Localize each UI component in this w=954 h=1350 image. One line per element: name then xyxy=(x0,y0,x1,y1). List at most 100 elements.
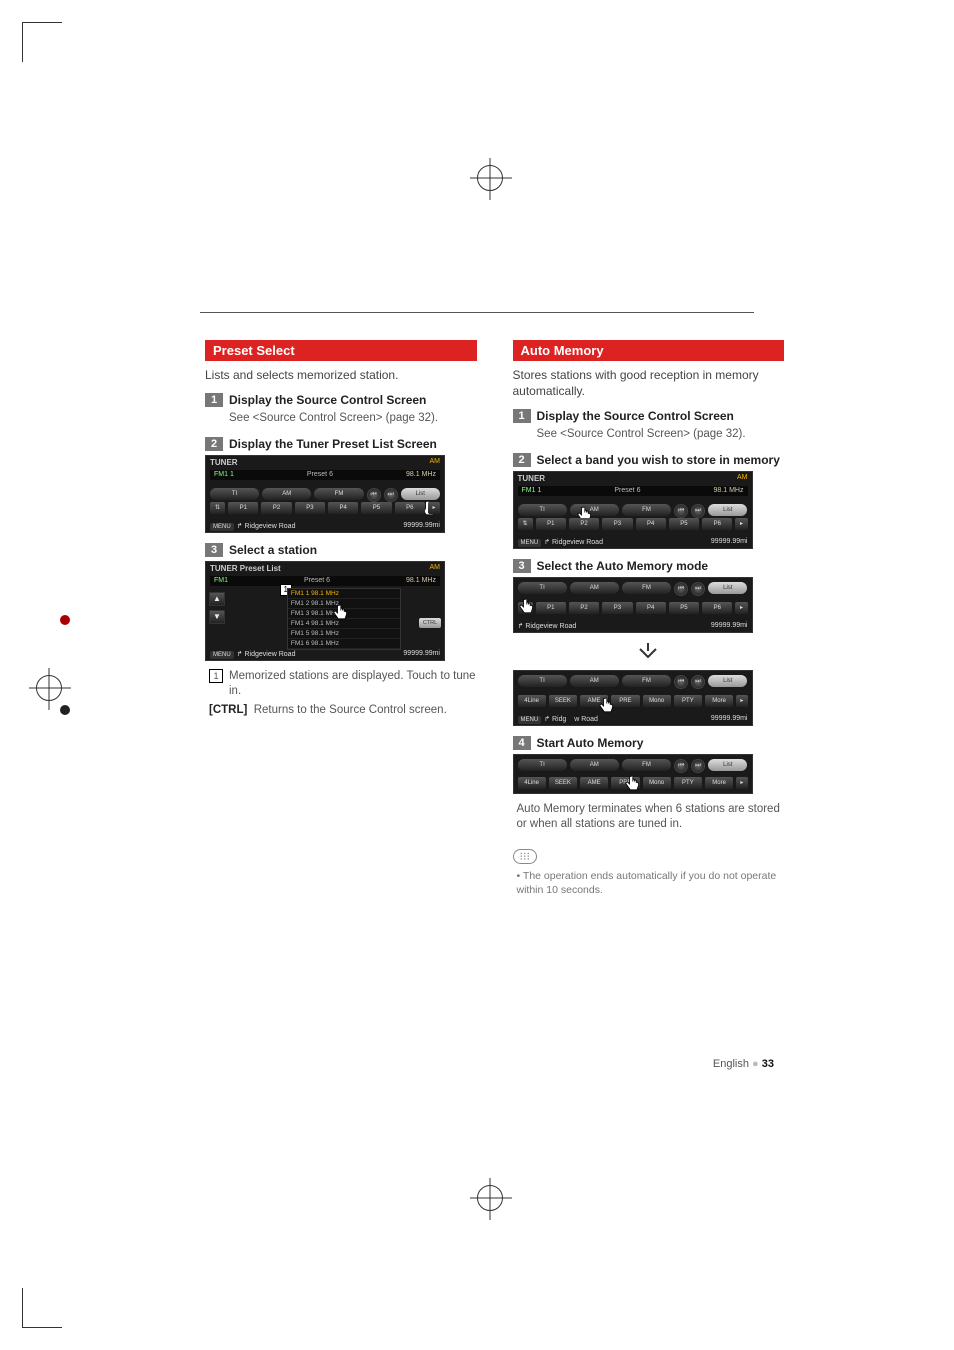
sss-arrow[interactable]: ▸ xyxy=(736,777,747,789)
ssb-amicon: AM xyxy=(737,474,748,481)
ss-btn-prev[interactable]: ⏮ xyxy=(367,488,381,502)
ss-btn-more[interactable]: ▸ xyxy=(428,502,440,514)
ss-btn-p2[interactable]: P2 xyxy=(261,502,291,514)
sss-am[interactable]: AM xyxy=(570,759,619,771)
ssmb-arrow[interactable]: ▸ xyxy=(736,695,747,707)
ssmb-bar-p: 4Line SEEK AME PRE Mono PTY More ▸ xyxy=(518,695,748,707)
ssma-p2[interactable]: P2 xyxy=(569,602,599,614)
sss-4line[interactable]: 4Line xyxy=(518,777,546,789)
footer-dot: ● xyxy=(752,1058,762,1070)
ss-btn-ti[interactable]: TI xyxy=(210,488,259,500)
legend-text: Memorized stations are displayed. Touch … xyxy=(229,669,477,700)
ss-btn-p1[interactable]: P1 xyxy=(228,502,258,514)
ssb-updown[interactable]: ⇅ xyxy=(518,518,533,530)
ssb-p6[interactable]: P6 xyxy=(702,518,732,530)
right-column: Auto Memory Stores stations with good re… xyxy=(513,340,785,897)
ss-arrow-down[interactable]: ▼ xyxy=(209,610,225,624)
ss-list-bottom: MENU↱ Ridgeview Road 99999.99mi xyxy=(210,650,440,658)
rstep-4-num: 4 xyxy=(513,736,531,750)
ss-btn-p5[interactable]: P5 xyxy=(361,502,391,514)
ss-btn-menu[interactable]: MENU xyxy=(210,651,234,659)
ssb-fmb[interactable]: FM xyxy=(622,504,671,516)
ss-btn-fm[interactable]: FM xyxy=(314,488,363,500)
section-head-preset: Preset Select xyxy=(205,340,477,361)
ssma-more[interactable]: ▸ xyxy=(735,602,747,614)
ctrl-line: [CTRL] Returns to the Source Control scr… xyxy=(209,704,477,716)
ssmb-roadpost: w Road xyxy=(574,716,598,723)
sss-pty[interactable]: PTY xyxy=(674,777,702,789)
ssb-more[interactable]: ▸ xyxy=(735,518,747,530)
ss-btn-p4[interactable]: P4 xyxy=(328,502,358,514)
ss-btn-am[interactable]: AM xyxy=(262,488,311,500)
ssmb-4line[interactable]: 4Line xyxy=(518,695,546,707)
ssmb-prev[interactable]: ⏮ xyxy=(674,675,688,689)
ssma-list[interactable]: List xyxy=(708,582,747,594)
ss-btn-menu[interactable]: MENU xyxy=(210,523,234,531)
list-row[interactable]: FM1 6 98.1 MHz xyxy=(288,639,400,649)
ssb-p3[interactable]: P3 xyxy=(602,518,632,530)
ssmb-pty[interactable]: PTY xyxy=(674,695,702,707)
ssma-p4[interactable]: P4 xyxy=(636,602,666,614)
ssma-bar-top: TI AM FM ⏮ ⏭ List xyxy=(518,582,748,596)
ssb-prev[interactable]: ⏮ xyxy=(674,504,688,518)
ssb-p2[interactable]: P2 xyxy=(569,518,599,530)
sss-fm[interactable]: FM xyxy=(622,759,671,771)
ssma-p6[interactable]: P6 xyxy=(702,602,732,614)
ssb-p5[interactable]: P5 xyxy=(669,518,699,530)
ssb-p4[interactable]: P4 xyxy=(636,518,666,530)
ssmb-ti[interactable]: TI xyxy=(518,675,567,687)
ss-btn-updown[interactable]: ⇅ xyxy=(210,502,225,514)
sss-more[interactable]: More xyxy=(705,777,733,789)
list-row[interactable]: FM1 1 98.1 MHz xyxy=(288,589,400,599)
ssma-next[interactable]: ⏭ xyxy=(691,582,705,596)
ssb-menu[interactable]: MENU xyxy=(518,539,542,547)
rstep-3: 3 Select the Auto Memory mode xyxy=(513,559,785,573)
rstep-1: 1 Display the Source Control Screen xyxy=(513,409,785,423)
ssma-p1[interactable]: P1 xyxy=(536,602,566,614)
ssma-prev[interactable]: ⏮ xyxy=(674,582,688,596)
step-1: 1 Display the Source Control Screen xyxy=(205,393,477,407)
bleed-dot-black xyxy=(60,705,70,715)
list-row[interactable]: FM1 5 98.1 MHz xyxy=(288,629,400,639)
ss-list-fm: FM1 xyxy=(214,577,228,584)
ssb-next[interactable]: ⏭ xyxy=(691,504,705,518)
ssb-list[interactable]: List xyxy=(708,504,747,516)
ss-arrow-up[interactable]: ▲ xyxy=(209,592,225,606)
ssmb-menu[interactable]: MENU xyxy=(518,716,542,724)
ssmb-fm[interactable]: FM xyxy=(622,675,671,687)
sss-ti[interactable]: TI xyxy=(518,759,567,771)
ssma-am[interactable]: AM xyxy=(570,582,619,594)
touch-hand-icon xyxy=(330,602,350,624)
ss-road: Ridgeview Road xyxy=(244,523,295,530)
ssma-p3[interactable]: P3 xyxy=(602,602,632,614)
ssmb-seek[interactable]: SEEK xyxy=(549,695,577,707)
sss-ame[interactable]: AME xyxy=(580,777,608,789)
sss-prev[interactable]: ⏮ xyxy=(674,759,688,773)
ssma-ti[interactable]: TI xyxy=(518,582,567,594)
ssb-km: 99999.99mi xyxy=(711,538,748,545)
step-1-sub: See <Source Control Screen> (page 32). xyxy=(229,411,477,427)
ss-tuner-row2: FM1 1 Preset 6 98.1 MHz xyxy=(210,470,440,480)
ss-btn-p6[interactable]: P6 xyxy=(395,502,425,514)
ss-btn-p3[interactable]: P3 xyxy=(295,502,325,514)
ss-btn-next[interactable]: ⏭ xyxy=(384,488,398,502)
ssma-fm[interactable]: FM xyxy=(622,582,671,594)
ssma-p5[interactable]: P5 xyxy=(669,602,699,614)
ssmb-mono[interactable]: Mono xyxy=(643,695,671,707)
ssmb-list[interactable]: List xyxy=(708,675,747,687)
ssmb-am[interactable]: AM xyxy=(570,675,619,687)
sss-list[interactable]: List xyxy=(708,759,747,771)
ssb-p1[interactable]: P1 xyxy=(536,518,566,530)
step-2-num: 2 xyxy=(205,437,223,451)
legend-1: 1 Memorized stations are displayed. Touc… xyxy=(209,669,477,700)
ssmb-next[interactable]: ⏭ xyxy=(691,675,705,689)
ss-tuner-freq: 98.1 MHz xyxy=(406,471,436,478)
sss-seek[interactable]: SEEK xyxy=(549,777,577,789)
sss-mono[interactable]: Mono xyxy=(643,777,671,789)
ss-btn-ctrl[interactable]: CTRL xyxy=(419,618,441,628)
flow-arrow xyxy=(513,641,785,664)
ssb-ti[interactable]: TI xyxy=(518,504,567,516)
ctrl-text: Returns to the Source Control screen. xyxy=(254,704,447,716)
sss-next[interactable]: ⏭ xyxy=(691,759,705,773)
ssmb-moreb[interactable]: More xyxy=(705,695,733,707)
